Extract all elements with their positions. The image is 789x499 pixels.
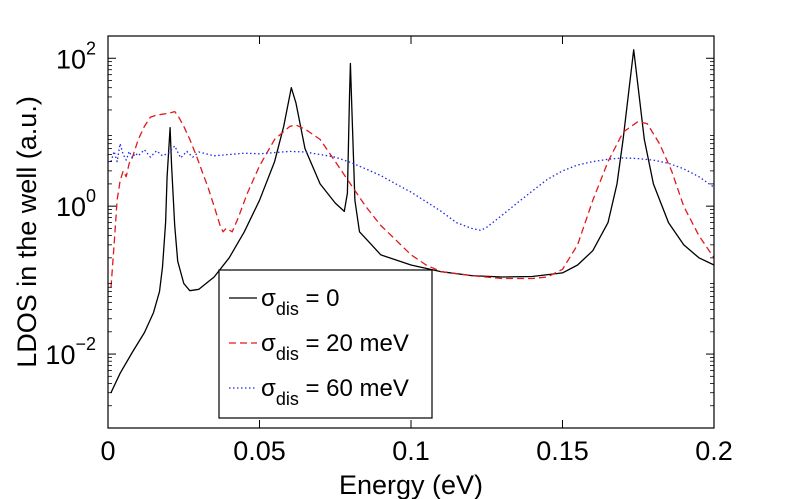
- legend-label-2: σdis = 20 meV: [261, 330, 409, 364]
- legend-label-1: σdis = 0: [261, 285, 340, 319]
- series-line-2: [110, 110, 715, 288]
- series-line-1: [110, 49, 715, 393]
- y-tick-label-3: 102: [56, 38, 96, 74]
- legend-box: [218, 269, 433, 419]
- x-tick-label-5: 0.2: [695, 436, 733, 466]
- x-tick-label-3: 0.1: [392, 436, 430, 466]
- y-tick-label-2: 100: [56, 186, 96, 222]
- series-layer: [110, 49, 715, 393]
- legend: σdis = 0 σdis = 20 meV σdis = 60 meV: [218, 269, 433, 419]
- x-axis-label: Energy (eV): [339, 470, 483, 499]
- y-tick-label-1: 10−2: [45, 334, 96, 370]
- y-axis-label: LDOS in the well (a.u.): [12, 96, 42, 368]
- x-tick-label-1: 0: [100, 436, 115, 466]
- legend-label-3: σdis = 60 meV: [261, 375, 409, 409]
- x-tick-label-2: 0.05: [233, 436, 286, 466]
- ticks-layer: 0 0.05 0.1 0.15 0.2 10−2 100 102: [45, 36, 733, 466]
- series-line-3: [110, 143, 715, 232]
- x-tick-label-4: 0.15: [536, 436, 589, 466]
